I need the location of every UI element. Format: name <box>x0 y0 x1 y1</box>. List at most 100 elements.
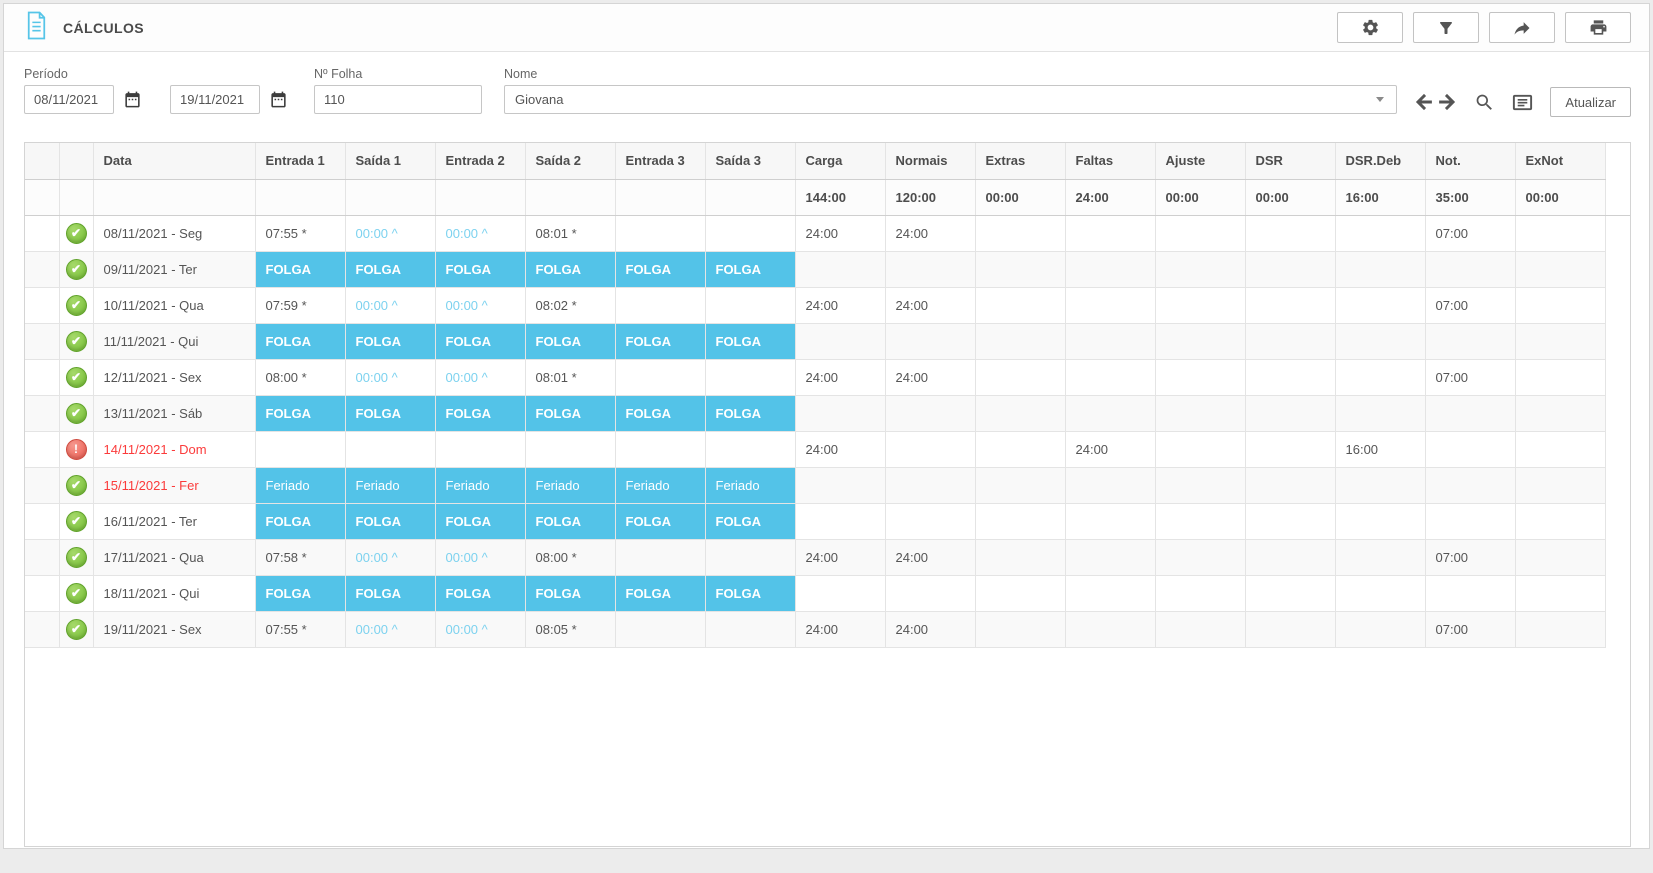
status-ok-icon[interactable]: ✔ <box>65 510 87 532</box>
cell-sa-da-3[interactable]: FOLGA <box>705 323 796 360</box>
calendar-icon[interactable] <box>269 90 288 109</box>
cell-entrada-1[interactable]: 07:55 * <box>255 611 346 648</box>
cell-sa-da-1[interactable]: FOLGA <box>345 251 436 288</box>
cell-entrada-2[interactable]: 00:00 ^ <box>435 287 526 324</box>
cell-entrada-3[interactable]: FOLGA <box>615 395 706 432</box>
status-ok-icon[interactable]: ✔ <box>65 258 87 280</box>
cell-sa-da-3[interactable]: FOLGA <box>705 251 796 288</box>
cell-entrada-1[interactable]: FOLGA <box>255 395 346 432</box>
cell-sa-da-2[interactable]: FOLGA <box>525 503 616 540</box>
cell-entrada-2[interactable]: FOLGA <box>435 575 526 612</box>
cell-sa-da-2[interactable]: 08:01 * <box>525 215 616 252</box>
cell-sa-da-1[interactable]: 00:00 ^ <box>345 215 436 252</box>
cell-entrada-3[interactable] <box>615 359 706 396</box>
cell-entrada-3[interactable]: Feriado <box>615 467 706 504</box>
cell-entrada-1[interactable]: FOLGA <box>255 503 346 540</box>
status-ok-icon[interactable]: ✔ <box>65 546 87 568</box>
cell-sa-da-3[interactable]: FOLGA <box>705 503 796 540</box>
cell-entrada-2[interactable]: FOLGA <box>435 395 526 432</box>
periodo-from-input[interactable] <box>24 85 114 114</box>
filter-button[interactable] <box>1413 12 1479 43</box>
cell-entrada-2[interactable] <box>435 431 526 468</box>
status-ok-icon[interactable]: ✔ <box>65 366 87 388</box>
cell-sa-da-1[interactable]: 00:00 ^ <box>345 611 436 648</box>
cell-entrada-3[interactable] <box>615 611 706 648</box>
cell-sa-da-3[interactable]: FOLGA <box>705 395 796 432</box>
cell-sa-da-2[interactable]: FOLGA <box>525 575 616 612</box>
status-ok-icon[interactable]: ✔ <box>65 618 87 640</box>
status-ok-icon[interactable]: ✔ <box>65 294 87 316</box>
cell-sa-da-1[interactable]: 00:00 ^ <box>345 539 436 576</box>
cell-not: 07:00 <box>1425 287 1516 324</box>
cell-entrada-2[interactable]: Feriado <box>435 467 526 504</box>
cell-entrada-1[interactable]: 07:58 * <box>255 539 346 576</box>
cell-sa-da-2[interactable]: FOLGA <box>525 323 616 360</box>
cell-sa-da-3[interactable] <box>705 287 796 324</box>
cell-sa-da-3[interactable] <box>705 215 796 252</box>
cell-entrada-3[interactable] <box>615 215 706 252</box>
cell-sa-da-3[interactable] <box>705 611 796 648</box>
cell-sa-da-2[interactable]: FOLGA <box>525 395 616 432</box>
cell-sa-da-3[interactable]: FOLGA <box>705 575 796 612</box>
cell-entrada-3[interactable] <box>615 287 706 324</box>
cell-entrada-1[interactable] <box>255 431 346 468</box>
cell-sa-da-2[interactable] <box>525 431 616 468</box>
cell-sa-da-1[interactable]: 00:00 ^ <box>345 359 436 396</box>
cell-sa-da-2[interactable]: 08:02 * <box>525 287 616 324</box>
folha-input[interactable] <box>314 85 482 114</box>
grid-view-icon[interactable] <box>1511 91 1534 114</box>
atualizar-button[interactable]: Atualizar <box>1550 87 1631 117</box>
cell-sa-da-1[interactable]: FOLGA <box>345 503 436 540</box>
cell-entrada-3[interactable] <box>615 539 706 576</box>
periodo-to-input[interactable] <box>170 85 260 114</box>
cell-entrada-3[interactable]: FOLGA <box>615 575 706 612</box>
cell-entrada-1[interactable]: Feriado <box>255 467 346 504</box>
calendar-icon[interactable] <box>123 90 142 109</box>
cell-sa-da-1[interactable]: FOLGA <box>345 575 436 612</box>
cell-sa-da-1[interactable]: Feriado <box>345 467 436 504</box>
cell-entrada-2[interactable]: 00:00 ^ <box>435 611 526 648</box>
cell-sa-da-2[interactable]: 08:00 * <box>525 539 616 576</box>
print-button[interactable] <box>1565 12 1631 43</box>
cell-sa-da-3[interactable] <box>705 539 796 576</box>
cell-entrada-2[interactable]: FOLGA <box>435 251 526 288</box>
cell-sa-da-1[interactable]: 00:00 ^ <box>345 287 436 324</box>
cell-sa-da-3[interactable] <box>705 431 796 468</box>
cell-entrada-2[interactable]: 00:00 ^ <box>435 215 526 252</box>
cell-entrada-2[interactable]: FOLGA <box>435 503 526 540</box>
cell-entrada-1[interactable]: 08:00 * <box>255 359 346 396</box>
cell-entrada-2[interactable]: 00:00 ^ <box>435 539 526 576</box>
cell-sa-da-1[interactable]: FOLGA <box>345 323 436 360</box>
cell-entrada-1[interactable]: 07:55 * <box>255 215 346 252</box>
cell-entrada-3[interactable]: FOLGA <box>615 251 706 288</box>
cell-sa-da-2[interactable]: 08:01 * <box>525 359 616 396</box>
status-ok-icon[interactable]: ✔ <box>65 474 87 496</box>
cell-entrada-3[interactable]: FOLGA <box>615 323 706 360</box>
status-alert-icon[interactable]: ! <box>65 438 87 460</box>
status-ok-icon[interactable]: ✔ <box>65 402 87 424</box>
status-ok-icon[interactable]: ✔ <box>65 330 87 352</box>
cell-entrada-3[interactable] <box>615 431 706 468</box>
cell-entrada-1[interactable]: 07:59 * <box>255 287 346 324</box>
cell-entrada-1[interactable]: FOLGA <box>255 323 346 360</box>
cell-sa-da-1[interactable]: FOLGA <box>345 395 436 432</box>
next-arrow-icon[interactable] <box>1436 91 1458 113</box>
cell-entrada-2[interactable]: FOLGA <box>435 323 526 360</box>
cell-entrada-1[interactable]: FOLGA <box>255 251 346 288</box>
cell-entrada-1[interactable]: FOLGA <box>255 575 346 612</box>
settings-button[interactable] <box>1337 12 1403 43</box>
status-ok-icon[interactable]: ✔ <box>65 582 87 604</box>
nome-select[interactable]: Giovana <box>504 85 1398 114</box>
cell-sa-da-3[interactable] <box>705 359 796 396</box>
prev-arrow-icon[interactable] <box>1413 91 1435 113</box>
cell-sa-da-2[interactable]: FOLGA <box>525 251 616 288</box>
share-button[interactable] <box>1489 12 1555 43</box>
cell-sa-da-1[interactable] <box>345 431 436 468</box>
cell-sa-da-2[interactable]: 08:05 * <box>525 611 616 648</box>
cell-sa-da-3[interactable]: Feriado <box>705 467 796 504</box>
search-icon[interactable] <box>1474 92 1495 113</box>
status-ok-icon[interactable]: ✔ <box>65 222 87 244</box>
cell-entrada-2[interactable]: 00:00 ^ <box>435 359 526 396</box>
cell-entrada-3[interactable]: FOLGA <box>615 503 706 540</box>
cell-sa-da-2[interactable]: Feriado <box>525 467 616 504</box>
